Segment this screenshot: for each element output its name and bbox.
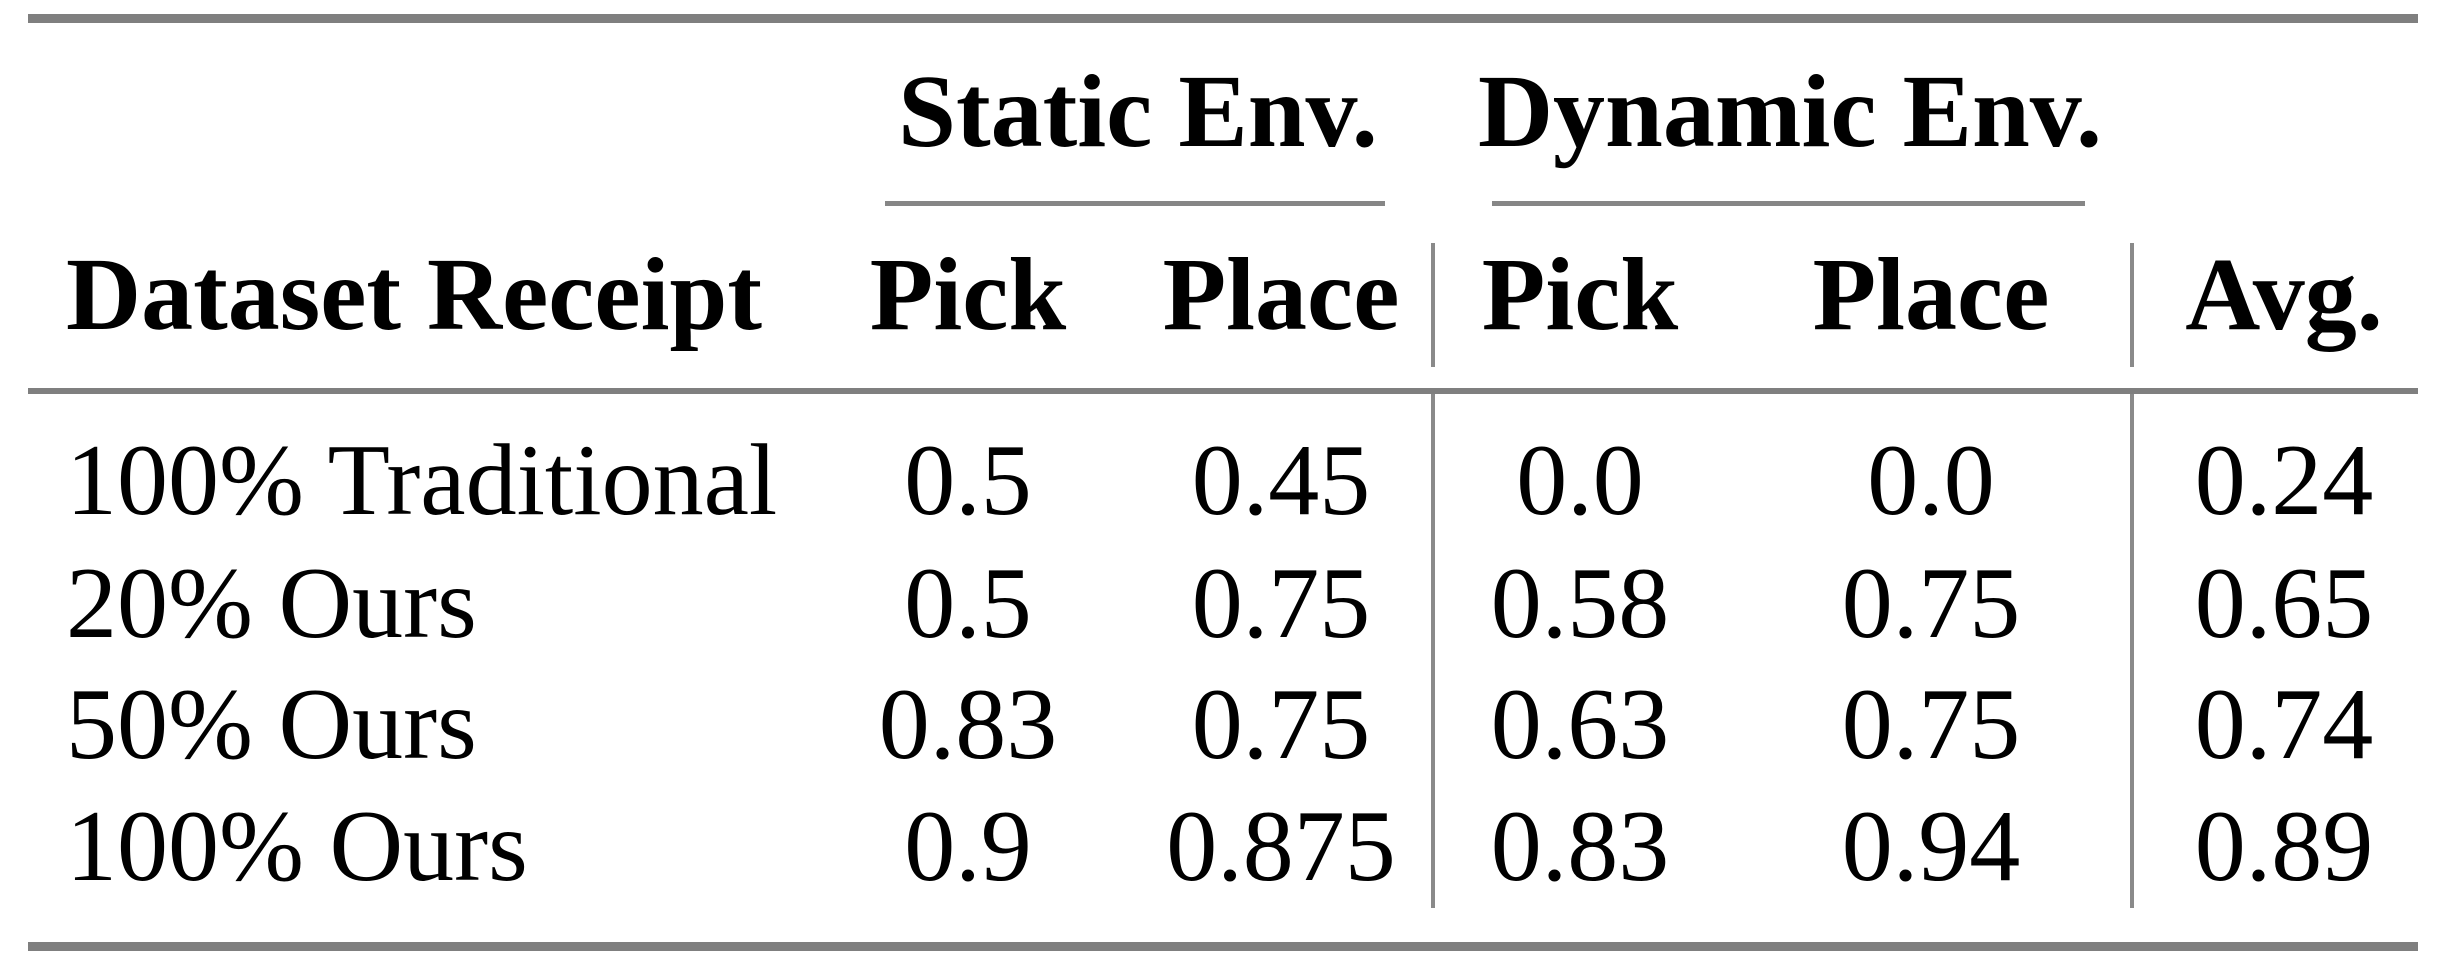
cell-100-traditional-dynamic-pick: 0.0 xyxy=(1516,424,1644,537)
cell-20-ours-static-place: 0.75 xyxy=(1191,547,1371,660)
cell-20-ours-avg: 0.65 xyxy=(2194,547,2374,660)
column-header-dynamic-place: Place xyxy=(1812,237,2050,352)
cell-20-ours-dynamic-place: 0.75 xyxy=(1841,547,2021,660)
cell-100-ours-avg: 0.89 xyxy=(2194,790,2374,903)
cell-20-ours-dynamic-pick: 0.58 xyxy=(1490,547,1670,660)
row-label-20-ours: 20% Ours xyxy=(66,547,477,660)
cell-100-ours-dynamic-pick: 0.83 xyxy=(1490,790,1670,903)
group-header-static-env: Static Env. xyxy=(898,54,1378,169)
cell-20-ours-static-pick: 0.5 xyxy=(904,547,1032,660)
column-header-dynamic-pick: Pick xyxy=(1481,237,1679,352)
cell-50-ours-dynamic-pick: 0.63 xyxy=(1490,668,1670,781)
vertical-rule-dynamic-avg-header xyxy=(2130,243,2134,367)
cell-100-traditional-avg: 0.24 xyxy=(2194,424,2374,537)
cell-100-traditional-static-place: 0.45 xyxy=(1191,424,1371,537)
column-header-dataset-receipt: Dataset Receipt xyxy=(66,237,762,352)
static-env-cmidrule xyxy=(885,201,1385,206)
vertical-rule-dynamic-avg-body xyxy=(2130,394,2134,908)
cell-100-ours-dynamic-place: 0.94 xyxy=(1841,790,2021,903)
row-label-50-ours: 50% Ours xyxy=(66,668,477,781)
column-header-static-place: Place xyxy=(1162,237,1400,352)
cell-100-ours-static-place: 0.875 xyxy=(1166,790,1396,903)
dynamic-env-cmidrule xyxy=(1492,201,2085,206)
row-label-100-traditional: 100% Traditional xyxy=(66,424,778,537)
column-header-avg: Avg. xyxy=(2185,237,2383,352)
table-mid-rule xyxy=(28,388,2418,394)
column-header-static-pick: Pick xyxy=(869,237,1067,352)
row-label-100-ours: 100% Ours xyxy=(66,790,528,903)
vertical-rule-static-dynamic-header xyxy=(1431,243,1435,367)
cell-50-ours-avg: 0.74 xyxy=(2194,668,2374,781)
cell-100-traditional-dynamic-place: 0.0 xyxy=(1867,424,1995,537)
cell-100-ours-static-pick: 0.9 xyxy=(904,790,1032,903)
cell-50-ours-static-place: 0.75 xyxy=(1191,668,1371,781)
table-bottom-rule xyxy=(28,942,2418,951)
table-top-rule xyxy=(28,14,2418,23)
cell-50-ours-static-pick: 0.83 xyxy=(878,668,1058,781)
group-header-dynamic-env: Dynamic Env. xyxy=(1477,54,2103,169)
vertical-rule-static-dynamic-body xyxy=(1431,394,1435,908)
cell-50-ours-dynamic-place: 0.75 xyxy=(1841,668,2021,781)
cell-100-traditional-static-pick: 0.5 xyxy=(904,424,1032,537)
